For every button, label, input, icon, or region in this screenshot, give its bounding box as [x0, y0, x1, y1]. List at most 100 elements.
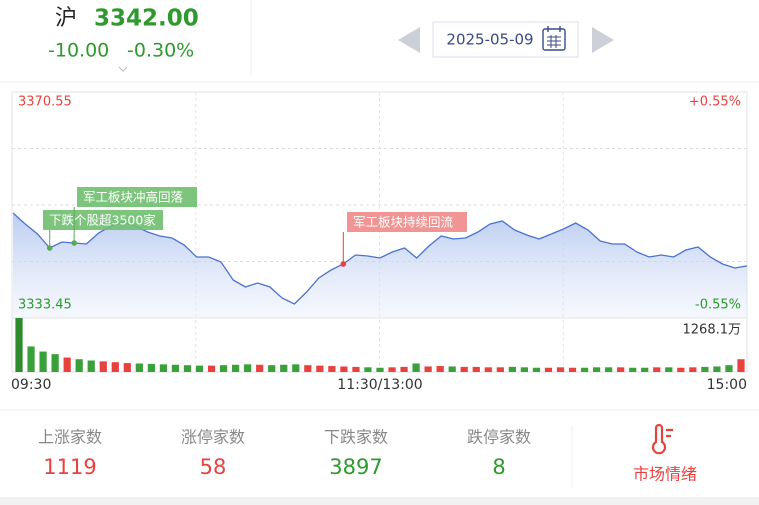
volume-bar	[472, 366, 480, 372]
stat-label: 跌停家数	[467, 428, 531, 447]
y2-tick-label: -0.55%	[695, 298, 741, 313]
annotation-box	[347, 212, 467, 232]
volume-bar	[532, 367, 541, 372]
calendar-icon[interactable]	[542, 26, 566, 51]
volume-bar	[737, 359, 745, 372]
date-box[interactable]	[432, 21, 579, 58]
plot: 3370.55 3333.45 +0.55% -0.55% 09:30 11:30/13:…	[11, 92, 748, 393]
x-tick-label: 15:00	[707, 377, 747, 393]
volume-bar	[400, 366, 408, 372]
annotation: 军工板块冲高回落	[83, 190, 184, 205]
expand-icon[interactable]	[118, 66, 128, 72]
y-tick-label: 3333.45	[18, 298, 72, 313]
annotation-point	[71, 240, 77, 246]
volume-bar	[629, 367, 637, 372]
stats: 上涨家数 1119 涨停家数 58 下跌家数 3897 跌停家数 8	[38, 428, 531, 480]
volume-bar	[39, 351, 47, 372]
volume-bar	[412, 363, 420, 372]
volume-bar	[171, 364, 180, 372]
volume-bar	[556, 367, 565, 372]
volume-bar	[256, 364, 264, 372]
next-day[interactable]	[592, 27, 614, 53]
volume-bar	[701, 366, 709, 372]
volume-bar	[27, 346, 35, 372]
volume-bar	[376, 367, 384, 372]
stat-value: 58	[200, 455, 227, 479]
stat-value: 3897	[329, 455, 382, 479]
volume-bar	[111, 362, 119, 372]
annotation-box	[77, 187, 197, 207]
volume-bar	[520, 367, 529, 372]
area	[13, 213, 747, 318]
annotation: 军工板块持续回流	[353, 215, 454, 230]
volume-bar	[328, 366, 336, 372]
x-tick-label: 11:30/13:00	[337, 377, 422, 393]
volume-bar	[87, 360, 95, 372]
prev-day[interactable]	[398, 27, 420, 53]
volume-bar	[316, 365, 324, 372]
volume-bar	[436, 366, 444, 372]
volume-bar	[280, 364, 288, 372]
volume-bar	[484, 367, 492, 372]
date: 2025-05-09	[446, 31, 533, 49]
stat-value: 8	[492, 455, 505, 479]
volume-bar	[689, 367, 697, 372]
volume-bar	[605, 367, 613, 372]
volume-bar	[183, 365, 192, 372]
index-name: 沪	[55, 6, 77, 31]
stat-value: 1119	[43, 455, 96, 479]
volume-bar	[75, 359, 83, 372]
volume-bar	[388, 367, 396, 372]
y-tick-label: 1268.1万	[683, 323, 742, 338]
stat-label: 上涨家数	[38, 428, 102, 447]
y2-tick-label: +0.55%	[689, 95, 741, 110]
volume-bar	[292, 364, 300, 372]
footer-strip	[0, 497, 759, 505]
volume-bar	[508, 366, 516, 372]
volume-bar	[665, 367, 673, 372]
volume-bar	[123, 363, 131, 372]
annotation-point	[340, 261, 347, 267]
volume-bar	[725, 365, 733, 372]
volume-bar	[159, 364, 168, 372]
sentiment[interactable]: 市场情绪	[633, 465, 697, 484]
volume-bar	[496, 367, 504, 372]
volume-bar	[364, 367, 372, 372]
volume-bar	[677, 367, 685, 372]
volume-bar	[147, 363, 155, 372]
volume-bar	[231, 364, 240, 372]
volume-bar	[304, 365, 312, 372]
volume-bar	[580, 367, 589, 372]
change: -10.00	[48, 40, 109, 62]
annotation-box	[43, 210, 163, 230]
x-tick-label: 09:30	[11, 377, 51, 393]
volume-bar	[653, 367, 661, 372]
volume-bar	[99, 361, 107, 372]
volume-bar	[63, 357, 71, 372]
thermometer-icon[interactable]	[651, 423, 673, 455]
volume-bar	[195, 365, 204, 372]
volume-bar	[268, 365, 276, 372]
volume-bar	[207, 365, 216, 372]
volume-bar	[340, 366, 348, 372]
volume-bar	[713, 366, 721, 372]
volume-bar	[617, 367, 625, 372]
volume-bar	[15, 318, 23, 372]
volume-bar	[448, 366, 456, 372]
volume-bar	[135, 363, 143, 372]
price: 3342.00	[94, 6, 199, 32]
annotation-point	[46, 245, 53, 251]
change-pct: -0.30%	[127, 40, 194, 62]
volume-bar	[641, 367, 649, 372]
stat-label: 涨停家数	[181, 428, 245, 447]
stat-label: 下跌家数	[324, 428, 388, 447]
volume-bar	[51, 354, 59, 372]
volume-bar	[244, 364, 252, 372]
volume-bar	[352, 366, 360, 372]
annotation: 下跌个股超3500家	[49, 213, 156, 228]
volume-bar	[544, 367, 553, 372]
y-tick-label: 3370.55	[18, 95, 72, 110]
volume-bar	[568, 367, 577, 372]
